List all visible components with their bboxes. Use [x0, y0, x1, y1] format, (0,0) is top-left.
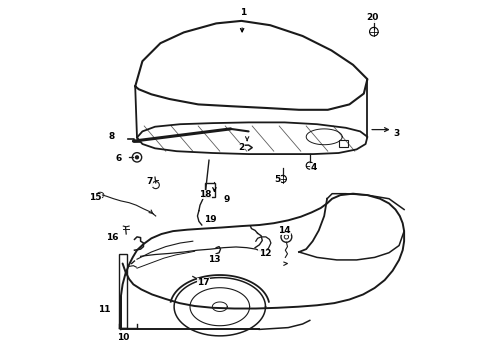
- Circle shape: [136, 156, 139, 159]
- Text: 14: 14: [278, 226, 291, 235]
- Text: 13: 13: [208, 255, 220, 264]
- Text: 12: 12: [259, 249, 271, 258]
- Text: 17: 17: [197, 278, 210, 287]
- Text: 15: 15: [89, 194, 102, 202]
- Bar: [119, 254, 127, 328]
- Text: 19: 19: [204, 215, 217, 224]
- Bar: [205, 183, 216, 197]
- Text: 9: 9: [224, 195, 230, 204]
- Text: 1: 1: [240, 8, 246, 17]
- Text: 16: 16: [105, 233, 118, 242]
- Text: 2: 2: [238, 143, 245, 152]
- Text: 20: 20: [367, 13, 379, 22]
- Text: 3: 3: [393, 129, 399, 138]
- Text: 8: 8: [109, 132, 115, 141]
- Text: 5: 5: [274, 175, 280, 184]
- Text: 10: 10: [118, 333, 130, 342]
- Text: 4: 4: [310, 163, 317, 172]
- Bar: [339, 140, 347, 147]
- Text: 18: 18: [199, 190, 212, 199]
- Text: 7: 7: [147, 177, 153, 186]
- Text: 11: 11: [98, 305, 110, 314]
- Text: 6: 6: [115, 154, 122, 163]
